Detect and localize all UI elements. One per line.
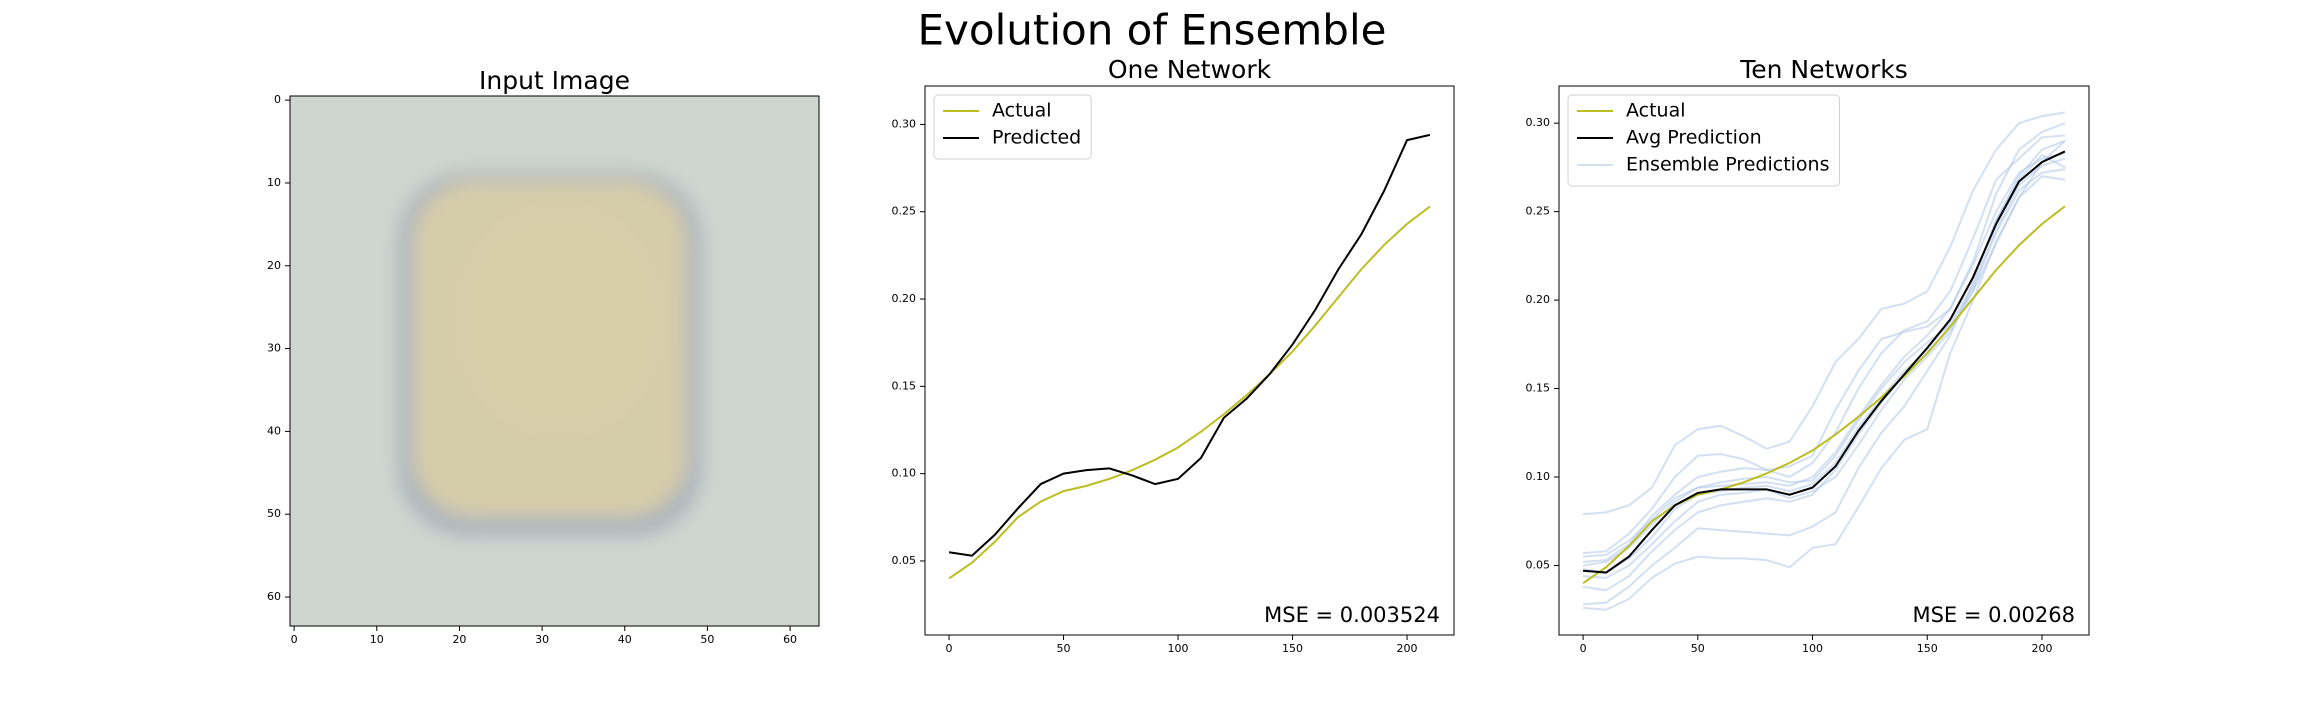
object-center (460, 210, 660, 430)
y-tick-label: 0.10 (1526, 470, 1551, 483)
legend: Actual Avg Prediction Ensemble Predictions (1567, 94, 1840, 187)
panel-title: Ten Networks (1739, 55, 1908, 84)
ensemble-line (1583, 140, 2066, 611)
ensemble-line (1583, 111, 2066, 516)
x-tick-label: 100 (1802, 642, 1823, 655)
x-tick-label: 40 (618, 633, 632, 646)
y-tick-label: 0.30 (892, 117, 917, 130)
series-line (1583, 150, 2066, 574)
mse-annotation: MSE = 0.00268 (1912, 603, 2075, 627)
ensemble-line (1583, 152, 2066, 558)
panel-title: Input Image (479, 66, 630, 95)
ensemble-line (1583, 122, 2066, 563)
ensemble-line (1582, 168, 2066, 592)
y-tick-label: 40 (267, 424, 281, 437)
y-tick-label: 0.25 (892, 205, 917, 218)
legend-label: Predicted (992, 127, 1081, 149)
y-tick-label: 0.25 (1526, 205, 1551, 218)
x-tick-label: 150 (1282, 642, 1303, 655)
plot-area (1582, 111, 2066, 611)
y-tick-label: 0.20 (1526, 293, 1551, 306)
image-object (398, 172, 702, 536)
x-tick-label: 150 (1917, 642, 1938, 655)
figure-title: Evolution of Ensemble (918, 6, 1387, 55)
legend: Actual Predicted (933, 94, 1092, 160)
ensemble-line (1583, 134, 2065, 555)
x-tick-label: 100 (1168, 642, 1189, 655)
series-line (1582, 205, 2066, 584)
mse-annotation: MSE = 0.003524 (1264, 603, 1440, 627)
plot-area (948, 133, 1431, 580)
legend-frame (1567, 94, 1840, 187)
x-tick-label: 200 (2031, 642, 2052, 655)
x-tick-label: 10 (370, 633, 384, 646)
x-tick-label: 50 (1691, 642, 1705, 655)
axes-frame (924, 85, 1455, 636)
y-tick-label: 10 (267, 176, 281, 189)
x-tick-label: 30 (535, 633, 549, 646)
ensemble-line (1583, 175, 2066, 579)
ensemble-line (1583, 153, 2066, 606)
legend-label: Avg Prediction (1626, 127, 1762, 149)
axes-frame (289, 95, 820, 627)
panel-title: One Network (1108, 55, 1272, 84)
x-tick-label: 0 (1580, 642, 1587, 655)
legend-label: Actual (1626, 100, 1686, 122)
y-tick-label: 0.05 (892, 554, 917, 567)
y-tick-label: 0.30 (1526, 116, 1551, 129)
y-tick-label: 50 (267, 507, 281, 520)
series-line (948, 133, 1431, 557)
axes-frame (1558, 85, 2090, 636)
y-tick-label: 0.15 (892, 379, 917, 392)
x-tick-label: 20 (452, 633, 466, 646)
input-image (290, 96, 819, 626)
legend-label: Actual (992, 100, 1052, 122)
y-tick-label: 30 (267, 342, 281, 355)
y-tick-label: 0.20 (892, 292, 917, 305)
y-tick-label: 20 (267, 259, 281, 272)
y-tick-label: 0.15 (1526, 382, 1551, 395)
legend-label: Ensemble Predictions (1626, 154, 1830, 176)
y-tick-label: 0.10 (892, 467, 917, 480)
y-tick-label: 60 (267, 590, 281, 603)
x-tick-label: 50 (700, 633, 714, 646)
x-tick-label: 60 (783, 633, 797, 646)
x-tick-label: 50 (1057, 642, 1071, 655)
series-line (948, 205, 1431, 580)
x-tick-label: 0 (946, 642, 953, 655)
x-tick-label: 200 (1397, 642, 1418, 655)
y-tick-label: 0.05 (1526, 558, 1551, 571)
y-tick-label: 0 (274, 93, 281, 106)
x-tick-label: 0 (291, 633, 298, 646)
